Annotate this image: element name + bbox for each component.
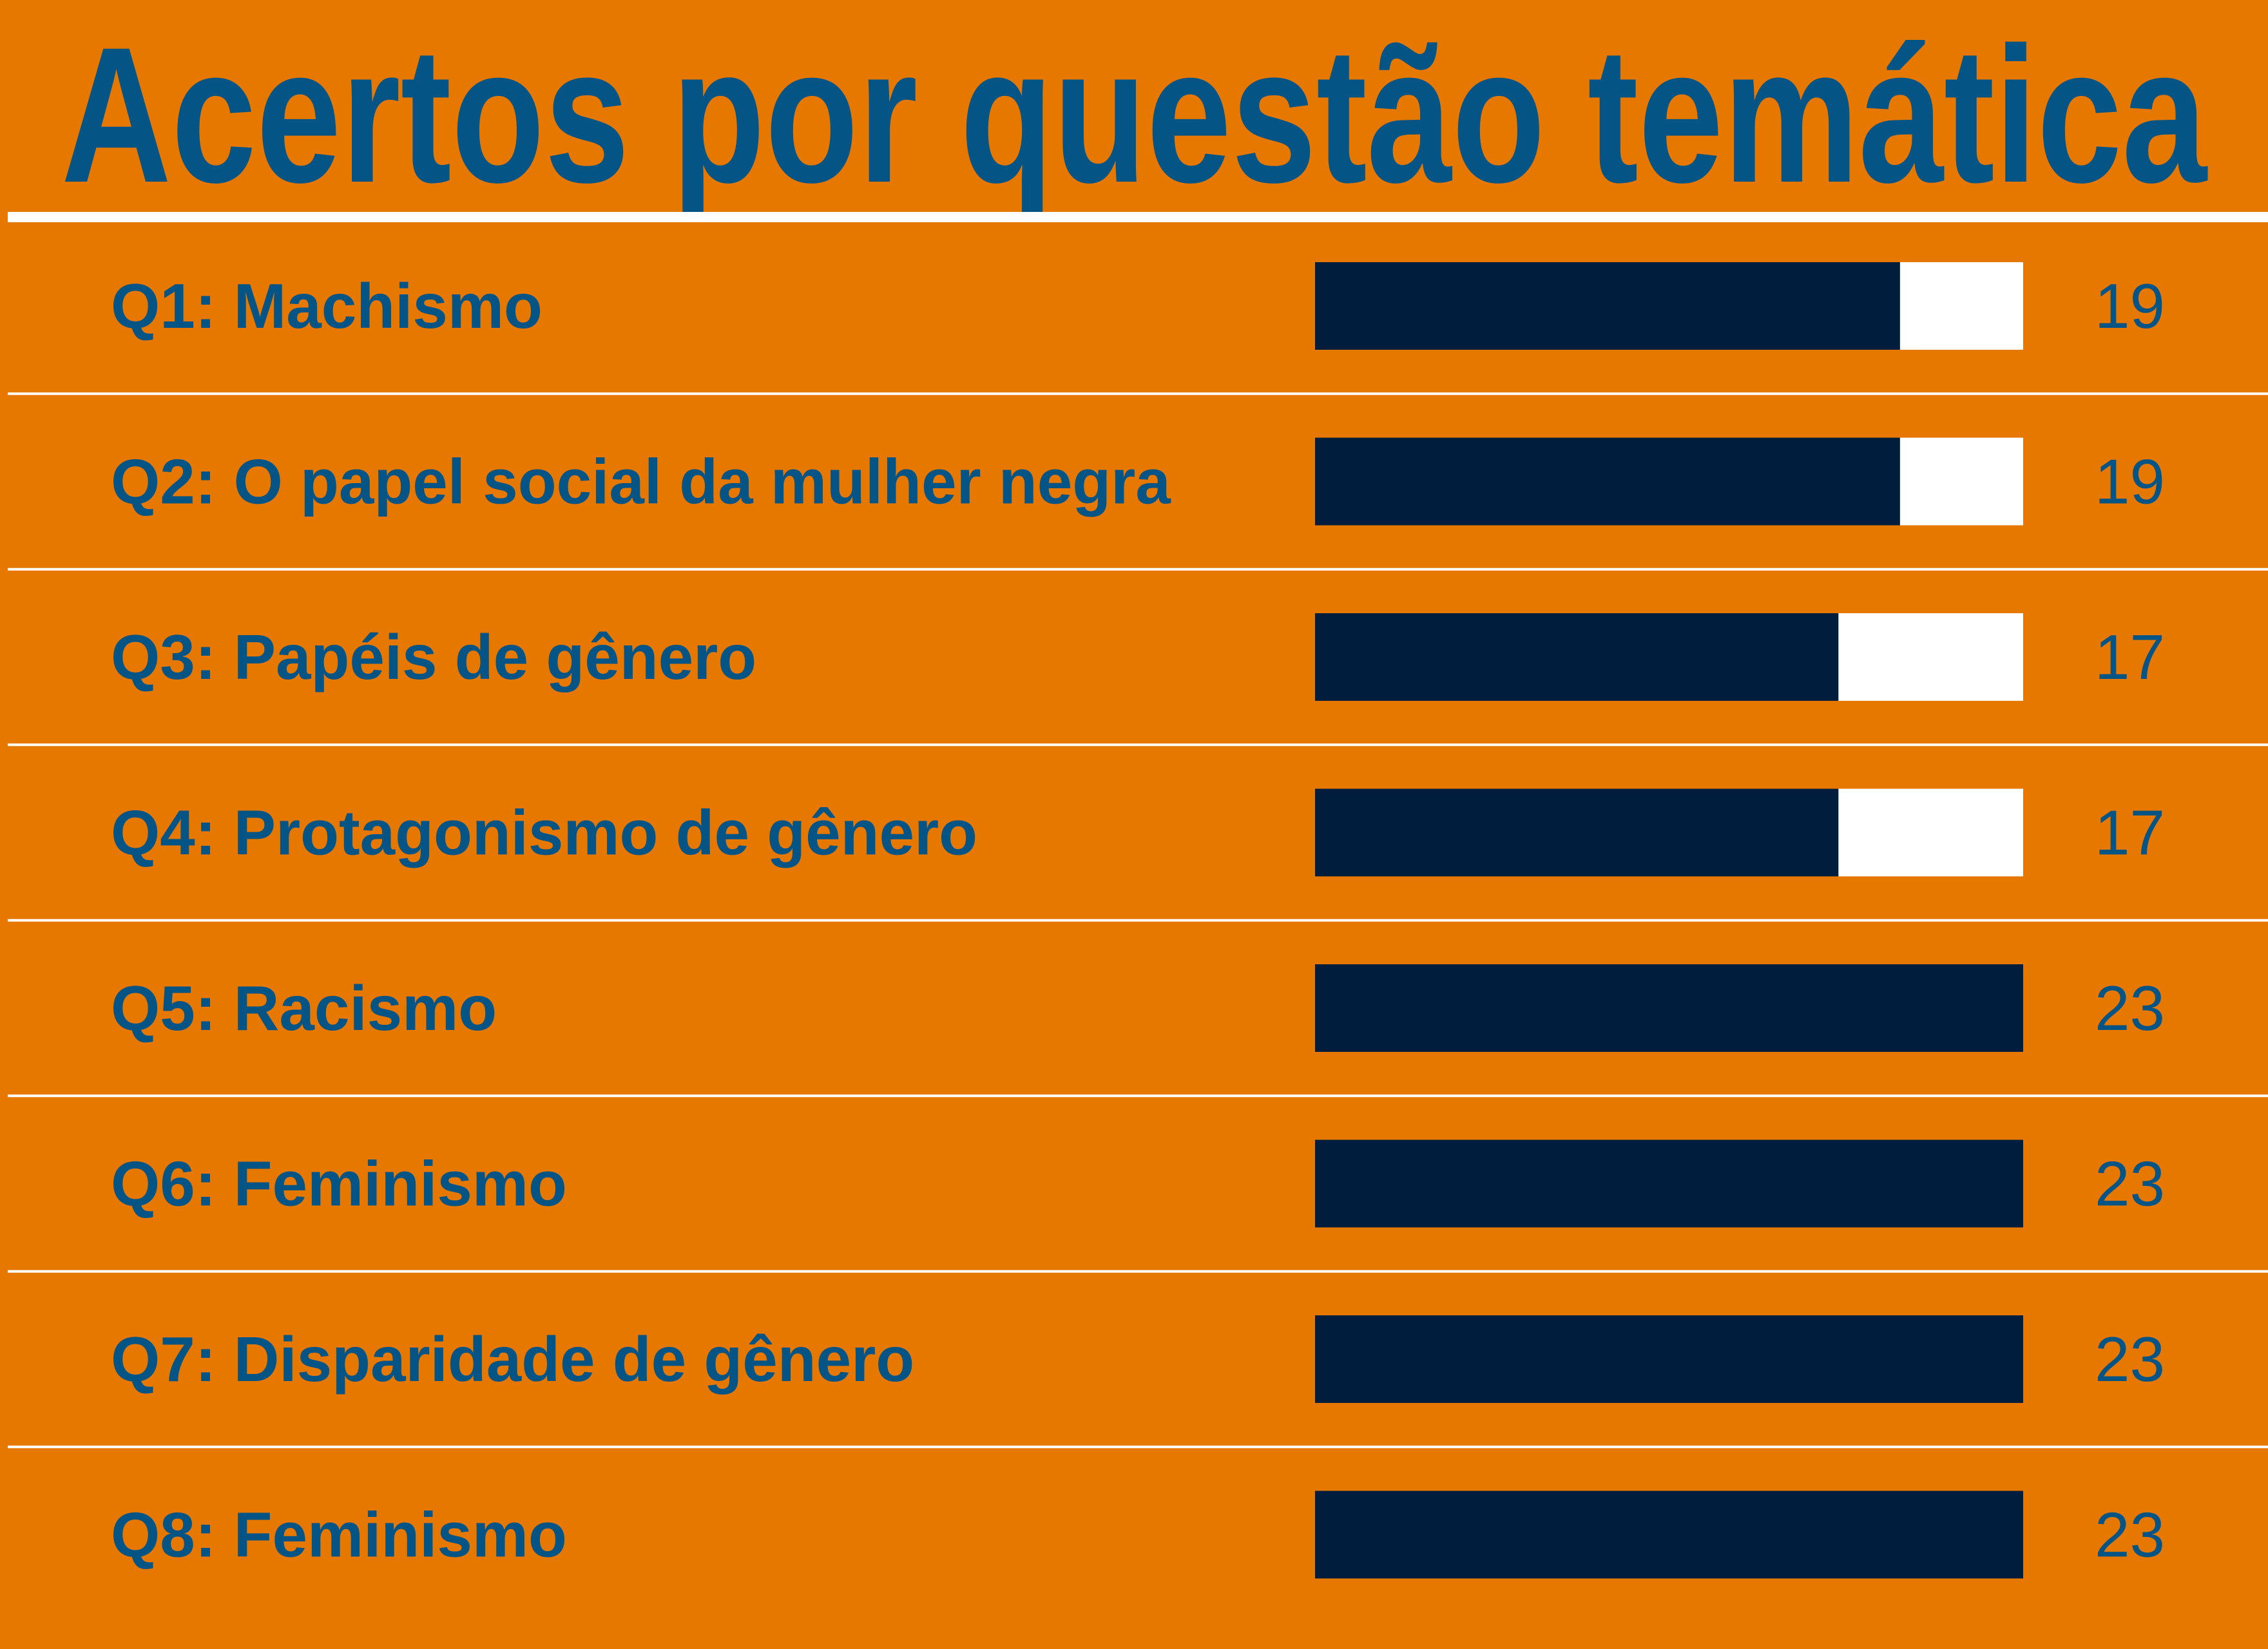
category-label: Q1: Machismo <box>111 271 543 341</box>
value-label: 19 <box>2095 446 2165 517</box>
category-label: Q6: Feminismo <box>111 1149 567 1219</box>
bar <box>1315 437 1900 526</box>
bar <box>1315 1491 2023 1579</box>
value-label: 23 <box>2095 1324 2165 1395</box>
bar <box>1315 262 1900 350</box>
chart-rows: Q1: Machismo 19 Q2: O papel social da mulh… <box>8 262 2268 1579</box>
category-label: Q3: Papéis de gênero <box>111 622 756 692</box>
bar <box>1315 1315 2023 1403</box>
value-label: 17 <box>2095 622 2165 692</box>
row-divider <box>8 392 2268 396</box>
title-underline <box>8 212 2268 222</box>
row-divider <box>8 743 2268 747</box>
bar <box>1315 788 1839 877</box>
row-divider <box>8 1094 2268 1098</box>
row-divider <box>8 1445 2268 1449</box>
row-divider <box>8 1270 2268 1273</box>
bar <box>1315 964 2023 1052</box>
chart-title: Acertos por questão temática <box>61 6 2208 224</box>
category-label: Q7: Disparidade de gênero <box>111 1324 914 1395</box>
value-label: 23 <box>2095 973 2165 1044</box>
row-divider <box>8 919 2268 922</box>
category-label: Q5: Racismo <box>111 973 497 1044</box>
category-label: Q8: Feminismo <box>111 1500 567 1570</box>
bar <box>1315 613 1839 701</box>
value-label: 23 <box>2095 1500 2165 1570</box>
row-divider <box>8 567 2268 571</box>
category-label: Q2: O papel social da mulher negra <box>111 446 1171 517</box>
bar <box>1315 1139 2023 1228</box>
value-label: 17 <box>2095 797 2165 868</box>
category-label: Q4: Protagonismo de gênero <box>111 797 977 868</box>
value-label: 23 <box>2095 1149 2165 1219</box>
value-label: 19 <box>2095 271 2165 341</box>
